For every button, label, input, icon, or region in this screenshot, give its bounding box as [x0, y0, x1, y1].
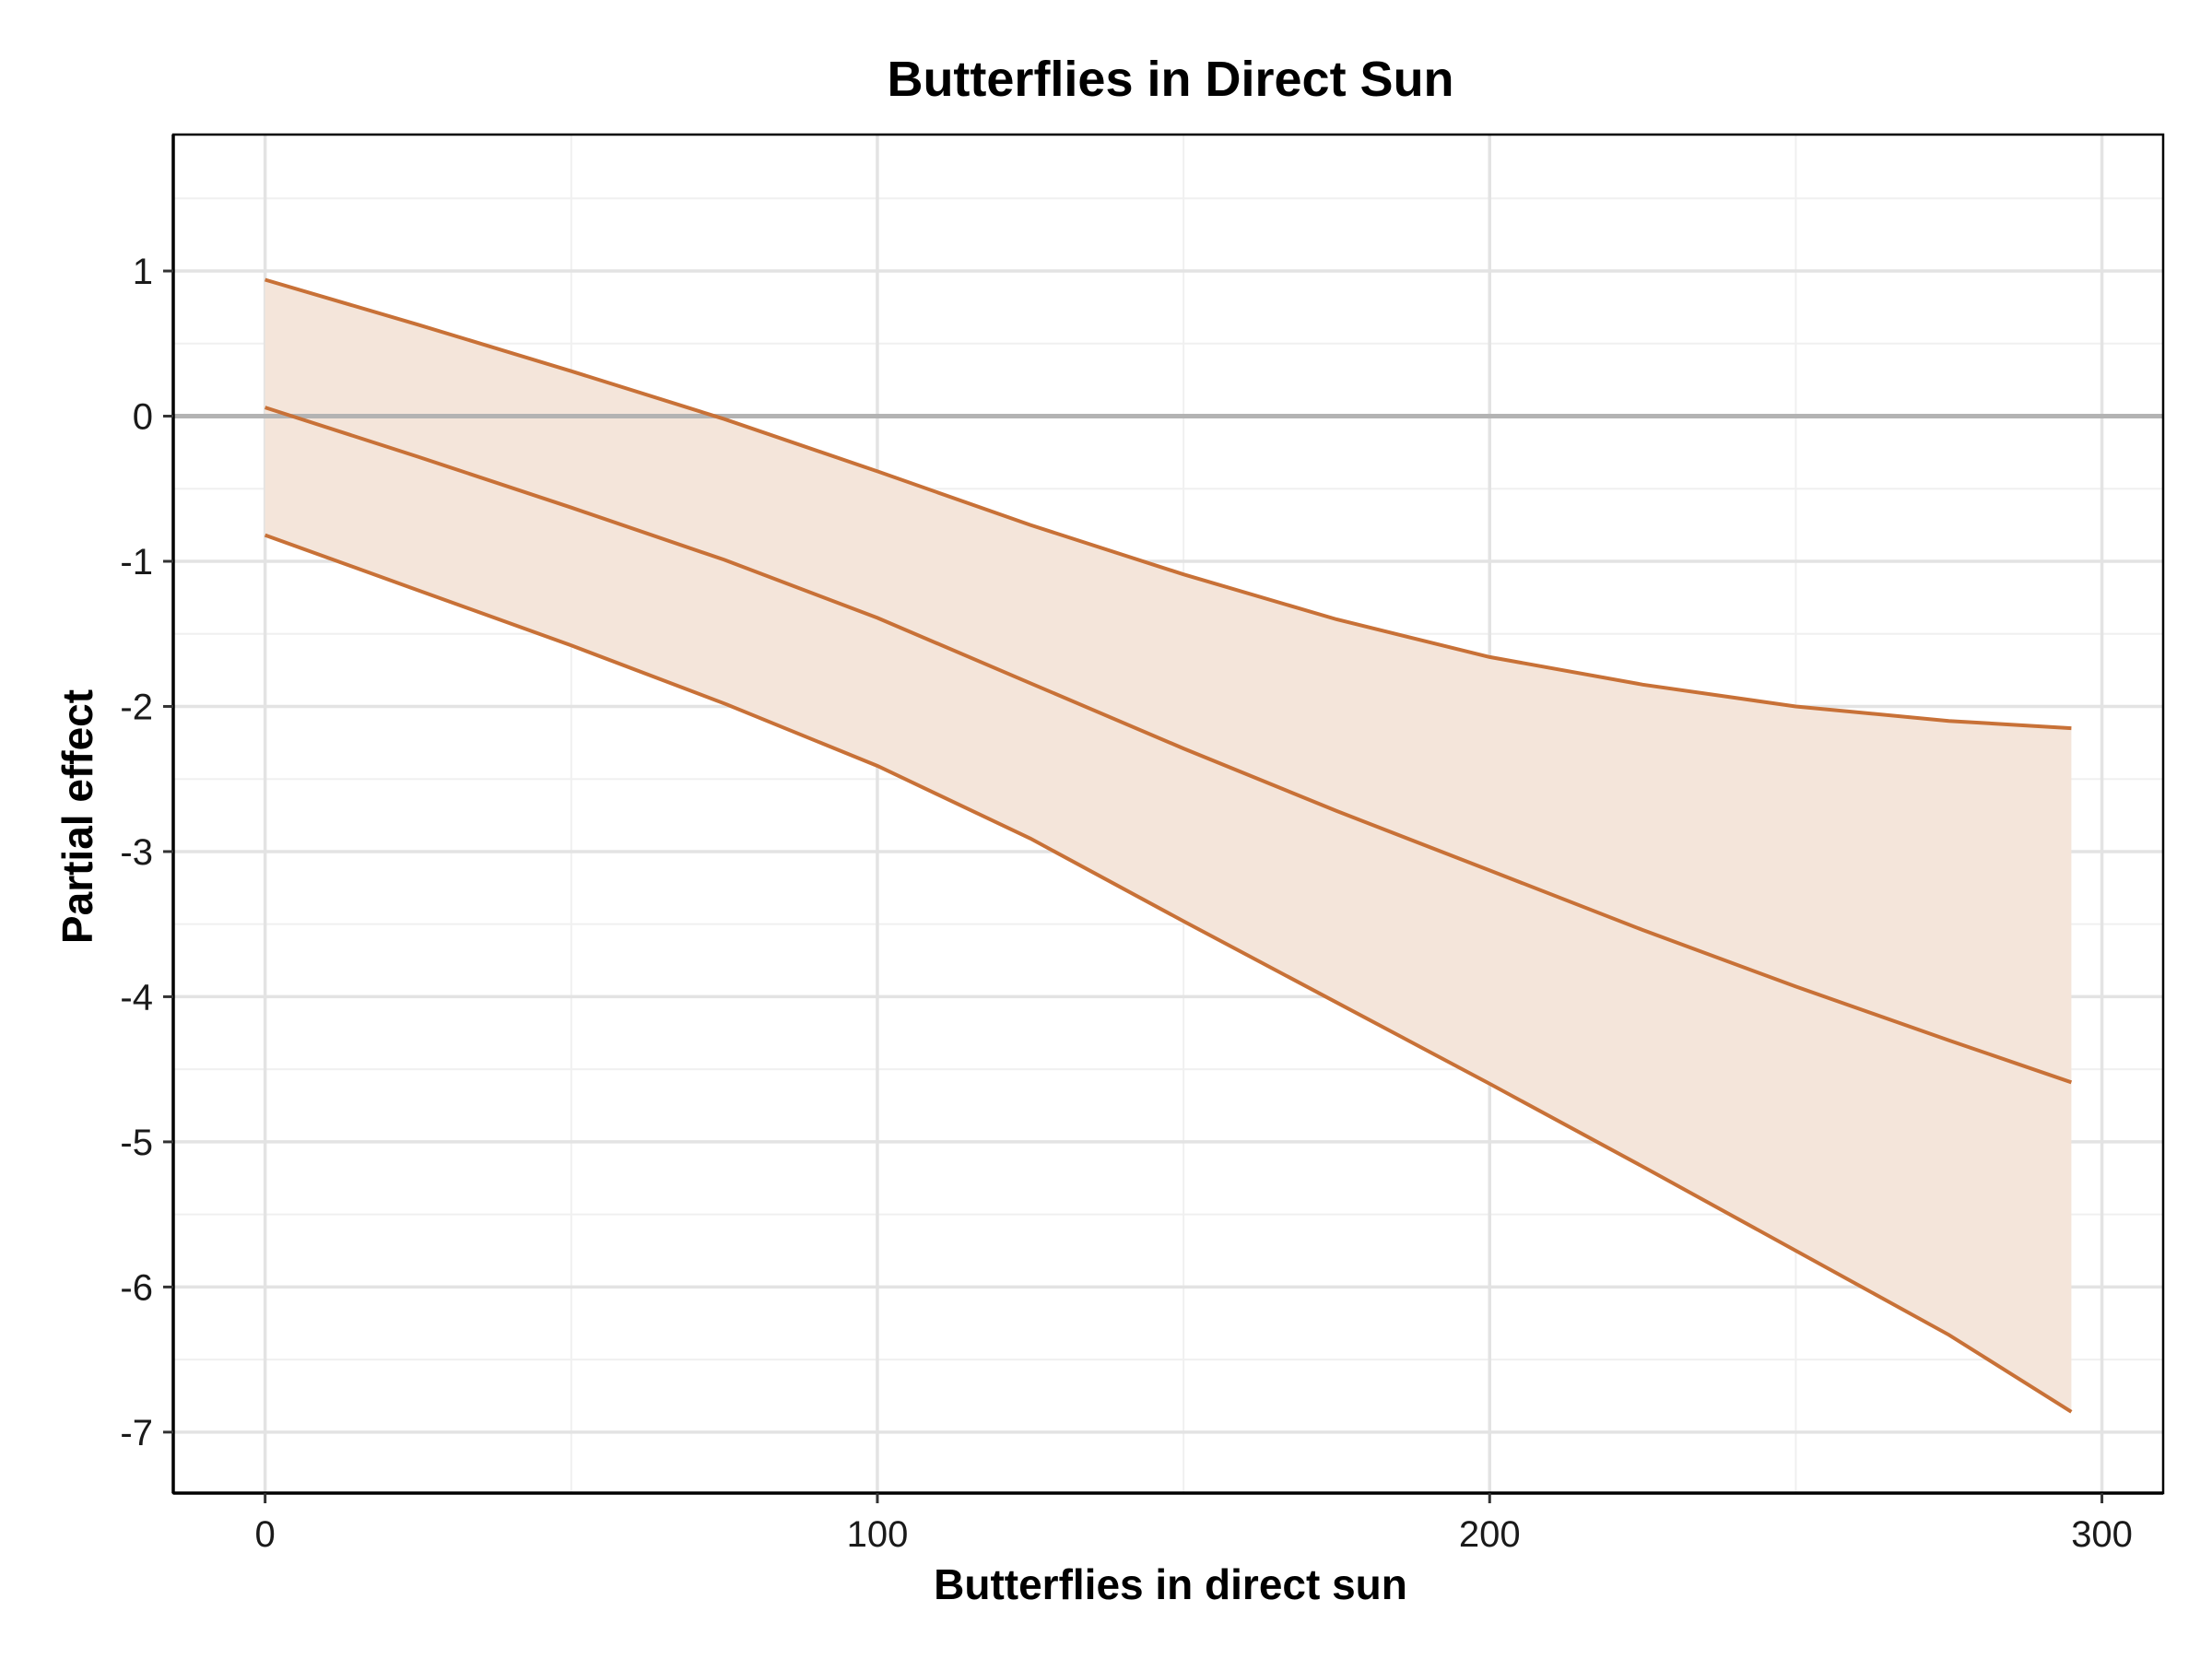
x-tick-label: 300 [2071, 1514, 2133, 1555]
x-axis-label: Butterflies in direct sun [934, 1560, 1407, 1608]
upper-confidence-line [265, 277, 2072, 731]
y-tick-label: -2 [120, 687, 153, 727]
y-axis-ticks: 1 0 -1 -2 -3 -4 -5 -6 -7 [120, 252, 173, 1453]
chart-title: Butterflies in Direct Sun [887, 52, 1453, 107]
y-tick-label: -3 [120, 832, 153, 873]
y-tick-label: 1 [133, 252, 153, 292]
x-axis-ticks: 0 100 200 300 [255, 1493, 2133, 1555]
y-axis-label: Partial effect [53, 689, 101, 944]
confidence-band [265, 279, 2072, 1412]
x-tick-label: 200 [1459, 1514, 1521, 1555]
y-tick-label: -5 [120, 1123, 153, 1163]
y-tick-label: -6 [120, 1267, 153, 1308]
lower-confidence-line [264, 533, 2073, 1414]
y-tick-label: -7 [120, 1413, 153, 1453]
y-tick-label: -1 [120, 542, 153, 582]
y-tick-label: -4 [120, 977, 153, 1018]
estimate-line [264, 406, 2073, 1085]
x-tick-label: 100 [847, 1514, 909, 1555]
y-tick-label: 0 [133, 397, 153, 438]
x-tick-label: 0 [255, 1514, 276, 1555]
